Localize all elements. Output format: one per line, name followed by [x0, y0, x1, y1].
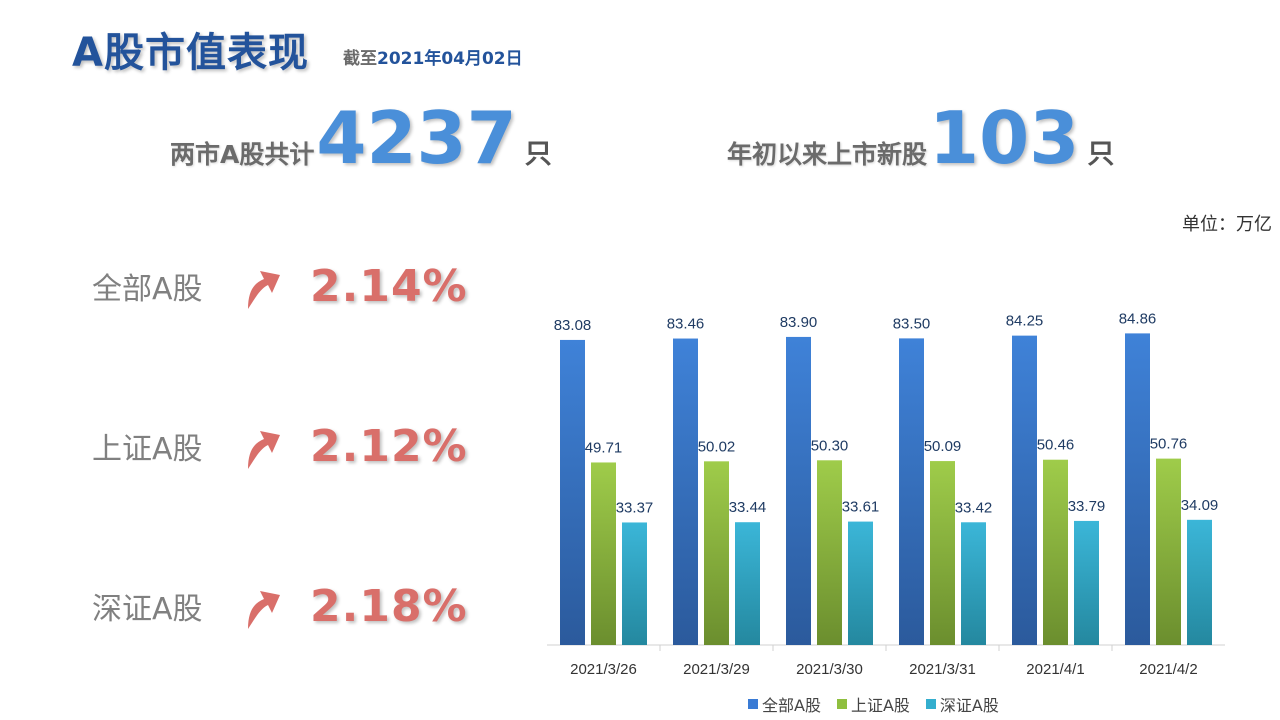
metric-name: 上证A股	[92, 432, 203, 467]
bar-sz	[961, 522, 986, 645]
bar-sz	[848, 521, 873, 645]
bar-sz	[622, 522, 647, 645]
bar-all	[673, 338, 698, 645]
data-label: 33.37	[616, 499, 654, 516]
bar-sh	[1156, 458, 1181, 645]
bar-all	[560, 339, 585, 645]
chart-legend: 全部A股 上证A股 深证A股	[748, 692, 999, 716]
data-label: 33.42	[955, 499, 993, 516]
metric-row-sh: 上证A股 2.12%	[92, 416, 468, 476]
total-stocks-label: 两市A股共计	[170, 140, 315, 169]
page-title: A股市值表现	[72, 30, 309, 76]
new-stocks-number: 103	[929, 96, 1080, 180]
bar-all	[1012, 335, 1037, 645]
data-label: 49.71	[585, 439, 623, 456]
metric-value: 2.12%	[310, 420, 468, 472]
data-label: 50.09	[924, 438, 962, 455]
bar-sh	[817, 460, 842, 645]
subtitle-date: 2021年04月02日	[377, 49, 523, 69]
bar-sz	[1074, 520, 1099, 645]
up-arrow-icon	[248, 431, 280, 469]
date-subtitle: 截至2021年04月02日	[343, 44, 523, 69]
legend-item-sz: 深证A股	[925, 692, 999, 716]
legend-swatch	[836, 699, 847, 709]
new-stocks-label: 年初以来上市新股	[727, 140, 928, 169]
legend-item-sh: 上证A股	[836, 692, 910, 716]
data-label: 33.44	[729, 499, 767, 516]
legend-label: 全部A股	[762, 696, 821, 715]
data-label: 33.79	[1068, 498, 1106, 515]
data-label: 83.46	[667, 316, 705, 333]
data-label: 84.25	[1006, 313, 1044, 330]
data-label: 34.09	[1181, 497, 1219, 514]
total-stocks-stat: 两市A股共计 4237 只	[170, 102, 552, 192]
legend-swatch	[748, 699, 758, 709]
metric-value: 2.18%	[310, 580, 468, 632]
chart-unit-label: 单位：万亿	[1182, 214, 1272, 235]
legend-swatch	[925, 699, 936, 709]
data-label: 50.76	[1150, 436, 1188, 453]
x-tick-label: 2021/3/29	[683, 661, 750, 678]
data-label: 50.30	[811, 437, 849, 454]
legend-label: 深证A股	[939, 696, 999, 715]
x-tick-label: 2021/4/2	[1139, 661, 1197, 678]
data-label: 83.08	[554, 317, 592, 334]
total-stocks-number: 4237	[316, 96, 517, 180]
bar-sh	[930, 461, 955, 645]
metric-name: 深证A股	[92, 592, 203, 627]
bar-sh	[591, 462, 616, 645]
bar-all	[899, 338, 924, 645]
metric-value: 2.14%	[310, 260, 468, 312]
new-stocks-stat: 年初以来上市新股 103 只	[727, 102, 1114, 192]
data-label: 83.90	[780, 314, 818, 331]
total-stocks-unit: 只	[524, 139, 552, 170]
data-label: 83.50	[893, 315, 931, 332]
x-tick-label: 2021/3/30	[796, 661, 863, 678]
bar-all	[1125, 333, 1150, 645]
x-tick-label: 2021/3/26	[570, 661, 637, 678]
metric-name: 全部A股	[92, 272, 203, 307]
x-tick-label: 2021/4/1	[1026, 661, 1084, 678]
bar-sz	[735, 522, 760, 645]
bar-sz	[1187, 519, 1212, 645]
x-tick-label: 2021/3/31	[909, 661, 976, 678]
data-label: 50.02	[698, 438, 736, 455]
data-label: 50.46	[1037, 437, 1075, 454]
legend-label: 上证A股	[850, 696, 910, 715]
bar-sh	[1043, 459, 1068, 645]
subtitle-prefix: 截至	[343, 49, 377, 69]
data-label: 84.86	[1119, 310, 1157, 327]
new-stocks-unit: 只	[1087, 139, 1115, 170]
metric-row-sz: 深证A股 2.18%	[92, 576, 468, 636]
up-arrow-icon	[248, 271, 280, 309]
metric-row-all: 全部A股 2.14%	[92, 256, 468, 316]
legend-item-all: 全部A股	[748, 692, 821, 716]
data-label: 33.61	[842, 499, 880, 516]
market-cap-bar-chart: 83.08 49.71 33.37 2021/3/26 83.46 50.02 33.44 2…	[547, 310, 1225, 678]
bar-sh	[704, 461, 729, 645]
up-arrow-icon	[248, 591, 280, 629]
bar-all	[786, 336, 811, 645]
